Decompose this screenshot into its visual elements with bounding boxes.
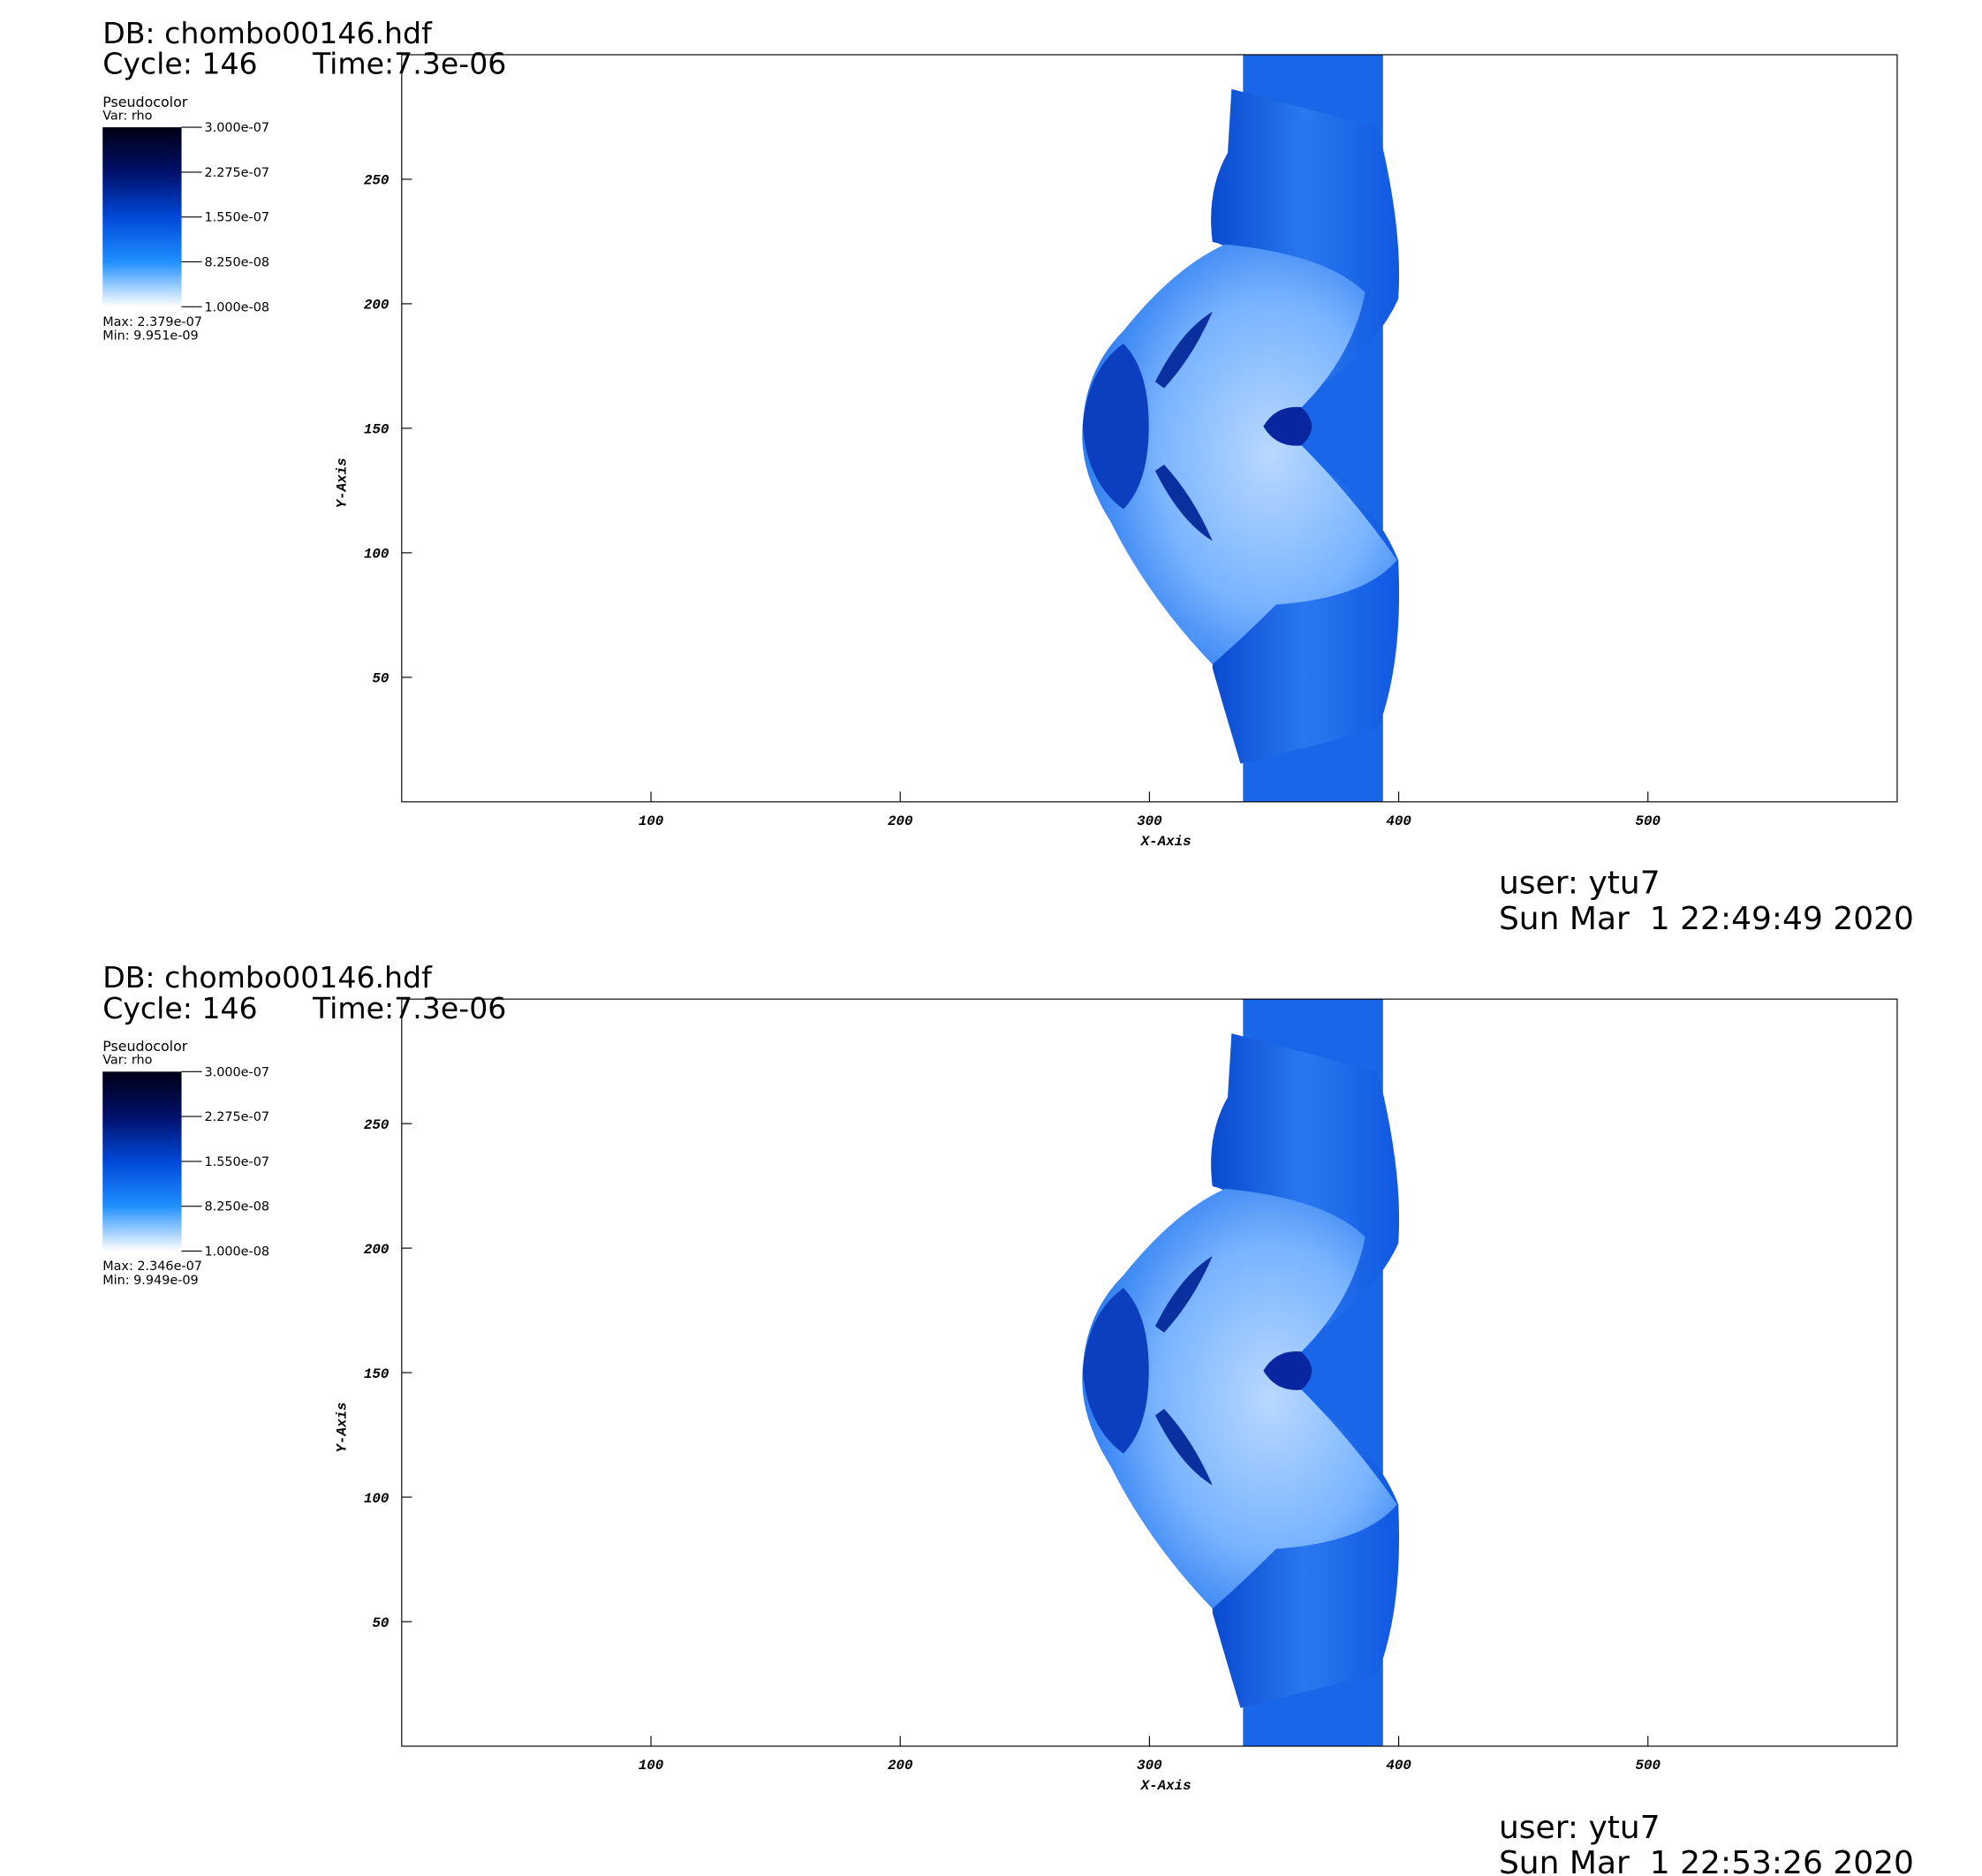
cycle: Cycle: 146: [102, 47, 257, 81]
legend-title: Pseudocolor: [102, 1038, 188, 1055]
y-tick-label: 50: [372, 1615, 390, 1631]
y-tick-label: 100: [364, 547, 390, 563]
y-axis-title: Y-Axis: [334, 458, 350, 508]
y-tick-label: 100: [364, 1491, 390, 1507]
x-axis-title: X-Axis: [1140, 1778, 1191, 1794]
y-tick-label: 50: [372, 671, 390, 687]
time: Time:7.3e-06: [312, 991, 506, 1025]
legend-var: Var: rho: [102, 109, 152, 123]
y-tick-label: 150: [364, 1366, 390, 1382]
colorbar: [102, 1071, 182, 1252]
colorbar-label: 1.550e-07: [204, 211, 269, 225]
user: user: ytu7: [1499, 1810, 1660, 1846]
colorbar-label: 3.000e-07: [204, 1065, 269, 1079]
x-tick-label: 400: [1386, 1758, 1411, 1774]
x-tick-label: 400: [1386, 813, 1411, 829]
db-title: DB: chombo00146.hdf: [102, 960, 433, 995]
legend-max: Max: 2.346e-07: [102, 1259, 202, 1274]
colorbar-label: 1.000e-08: [204, 1245, 269, 1259]
density-field: [1082, 54, 1400, 802]
time: Time:7.3e-06: [312, 47, 506, 81]
x-tick-label: 100: [639, 813, 664, 829]
legend-min: Min: 9.951e-09: [102, 329, 199, 344]
y-tick-label: 250: [364, 173, 390, 189]
legend-max: Max: 2.379e-07: [102, 315, 202, 329]
y-tick-label: 150: [364, 422, 390, 438]
y-tick-label: 250: [364, 1117, 390, 1133]
y-tick-label: 200: [364, 1242, 390, 1258]
colorbar-label: 3.000e-07: [204, 121, 269, 135]
date: Sun Mar 1 22:49:49 2020: [1499, 901, 1914, 937]
colorbar: [102, 127, 182, 307]
legend-var: Var: rho: [102, 1054, 152, 1068]
x-tick-label: 500: [1636, 1758, 1661, 1774]
colorbar-label: 2.275e-07: [204, 1110, 269, 1124]
colorbar-label: 8.250e-08: [204, 1200, 269, 1214]
x-tick-label: 100: [639, 1758, 664, 1774]
legend-min: Min: 9.949e-09: [102, 1274, 199, 1288]
x-tick-label: 300: [1137, 1758, 1162, 1774]
cycle: Cycle: 146: [102, 991, 257, 1025]
date: Sun Mar 1 22:53:26 2020: [1499, 1845, 1914, 1876]
db-title: DB: chombo00146.hdf: [102, 16, 433, 50]
y-tick-label: 200: [364, 298, 390, 314]
colorbar-label: 2.275e-07: [204, 166, 269, 180]
colorbar-label: 8.250e-08: [204, 256, 269, 270]
density-field: [1082, 999, 1400, 1747]
y-axis-title: Y-Axis: [334, 1403, 350, 1453]
x-tick-label: 500: [1636, 813, 1661, 829]
x-tick-label: 300: [1137, 813, 1162, 829]
legend-title: Pseudocolor: [102, 94, 188, 110]
colorbar-label: 1.550e-07: [204, 1155, 269, 1169]
x-tick-label: 200: [888, 1758, 913, 1774]
user: user: ytu7: [1499, 866, 1660, 902]
x-axis-title: X-Axis: [1140, 834, 1191, 850]
colorbar-label: 1.000e-08: [204, 300, 269, 314]
x-tick-label: 200: [888, 813, 913, 829]
